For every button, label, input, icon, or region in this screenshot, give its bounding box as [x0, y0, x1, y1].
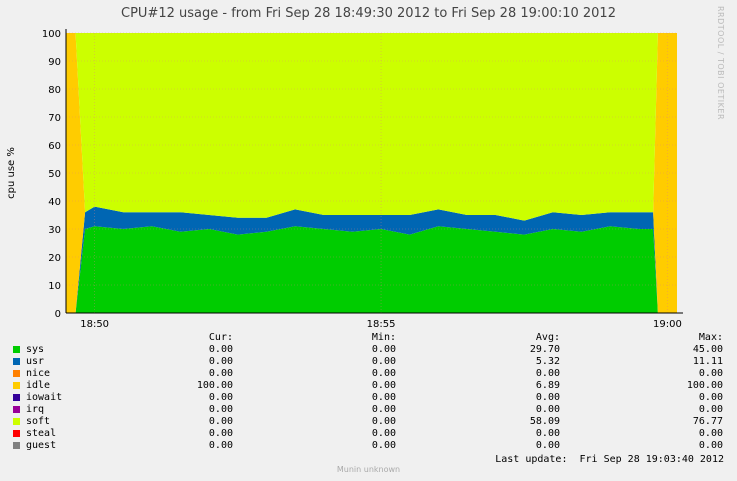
area-sys	[66, 226, 677, 313]
legend-min-usr: 0.00	[371, 356, 396, 367]
legend-min-idle: 0.00	[371, 380, 396, 391]
legend-swatch-idle	[13, 382, 20, 389]
legend-cur-guest: 0.00	[208, 440, 233, 451]
y-tick-label-40: 40	[48, 197, 61, 208]
legend-row-steal: steal 0.00 0.00 0.00 0.00	[0, 428, 737, 440]
legend-avg-soft: 58.09	[529, 416, 560, 427]
legend-label-iowait: iowait	[26, 392, 63, 403]
legend-label-guest: guest	[26, 440, 57, 451]
rrdtool-watermark: RRDTOOL / TOBI OETIKER	[716, 6, 725, 121]
legend-row-nice: nice 0.00 0.00 0.00 0.00	[0, 368, 737, 380]
legend-max-sys: 45.00	[692, 344, 723, 355]
x-tick-label-19:00: 19:00	[653, 319, 682, 330]
y-tick-label-0: 0	[55, 309, 61, 320]
legend-min-irq: 0.00	[371, 404, 396, 415]
y-tick-label-10: 10	[48, 281, 61, 292]
legend-row-iowait: iowait 0.00 0.00 0.00 0.00	[0, 392, 737, 404]
legend-cur-usr: 0.00	[208, 356, 233, 367]
legend-header-max: Max:	[698, 332, 723, 343]
legend-min-iowait: 0.00	[371, 392, 396, 403]
legend-avg-nice: 0.00	[535, 368, 560, 379]
legend-cur-nice: 0.00	[208, 368, 233, 379]
legend-avg-irq: 0.00	[535, 404, 560, 415]
legend-header-min: Min:	[371, 332, 396, 343]
last-update: Last update: Fri Sep 28 19:03:40 2012	[495, 454, 724, 465]
legend-max-iowait: 0.00	[698, 392, 723, 403]
legend-avg-steal: 0.00	[535, 428, 560, 439]
legend-header-cur: Cur:	[208, 332, 233, 343]
legend-row-guest: guest 0.00 0.00 0.00 0.00	[0, 440, 737, 452]
y-tick-label-70: 70	[48, 113, 61, 124]
legend-max-guest: 0.00	[698, 440, 723, 451]
x-tick-label-18:55: 18:55	[367, 319, 396, 330]
y-tick-label-80: 80	[48, 85, 61, 96]
legend-max-irq: 0.00	[698, 404, 723, 415]
legend-max-idle: 100.00	[686, 380, 723, 391]
y-tick-label-30: 30	[48, 225, 61, 236]
chart-title: CPU#12 usage - from Fri Sep 28 18:49:30 …	[121, 6, 616, 21]
y-tick-label-100: 100	[42, 29, 61, 40]
legend-label-nice: nice	[26, 368, 51, 379]
legend-label-irq: irq	[26, 404, 45, 415]
legend-swatch-soft	[13, 418, 20, 425]
legend-avg-sys: 29.70	[529, 344, 560, 355]
legend-cur-soft: 0.00	[208, 416, 233, 427]
x-tick-label-18:50: 18:50	[80, 319, 109, 330]
y-axis-label: cpu use %	[6, 147, 17, 199]
y-tick-label-90: 90	[48, 57, 61, 68]
legend-cur-irq: 0.00	[208, 404, 233, 415]
legend-min-nice: 0.00	[371, 368, 396, 379]
legend-avg-idle: 6.89	[535, 380, 560, 391]
legend-label-usr: usr	[26, 356, 45, 367]
legend-label-sys: sys	[26, 344, 45, 355]
legend-row-irq: irq 0.00 0.00 0.00 0.00	[0, 404, 737, 416]
legend-max-usr: 11.11	[692, 356, 723, 367]
legend-avg-usr: 5.32	[535, 356, 560, 367]
legend-swatch-iowait	[13, 394, 20, 401]
legend-header-row: Cur: Min: Avg: Max:	[0, 332, 737, 344]
y-tick-label-20: 20	[48, 253, 61, 264]
legend-row-soft: soft 0.00 0.00 58.09 76.77	[0, 416, 737, 428]
legend-max-nice: 0.00	[698, 368, 723, 379]
area-soft	[66, 33, 677, 221]
legend-swatch-nice	[13, 370, 20, 377]
legend-max-soft: 76.77	[692, 416, 723, 427]
legend-avg-iowait: 0.00	[535, 392, 560, 403]
chart-plot: 0 10 20 30 40 50 60 70 80 90 100 18:50 18:55 19:00 cpu…	[6, 29, 683, 330]
legend-swatch-usr	[13, 358, 20, 365]
legend-header-avg: Avg:	[535, 332, 560, 343]
legend-swatch-steal	[13, 430, 20, 437]
legend-max-steal: 0.00	[698, 428, 723, 439]
legend-label-steal: steal	[26, 428, 57, 439]
legend-row-idle: idle 100.00 0.00 6.89 100.00	[0, 380, 737, 392]
legend-min-guest: 0.00	[371, 440, 396, 451]
area-usr	[66, 206, 677, 313]
legend-cur-iowait: 0.00	[208, 392, 233, 403]
legend-swatch-sys	[13, 346, 20, 353]
legend-avg-guest: 0.00	[535, 440, 560, 451]
munin-footer: Munin unknown	[336, 465, 401, 474]
legend-cur-idle: 100.00	[196, 380, 233, 391]
legend-min-soft: 0.00	[371, 416, 396, 427]
legend-min-steal: 0.00	[371, 428, 396, 439]
legend-cur-sys: 0.00	[208, 344, 233, 355]
legend-min-sys: 0.00	[371, 344, 396, 355]
legend-label-soft: soft	[26, 416, 51, 427]
legend-row-sys: sys 0.00 0.00 29.70 45.00	[0, 344, 737, 356]
legend-label-idle: idle	[26, 380, 51, 391]
y-tick-label-60: 60	[48, 141, 61, 152]
legend-swatch-irq	[13, 406, 20, 413]
legend-swatch-guest	[13, 442, 20, 449]
legend-row-usr: usr 0.00 0.00 5.32 11.11	[0, 356, 737, 368]
y-tick-label-50: 50	[48, 169, 61, 180]
legend-cur-steal: 0.00	[208, 428, 233, 439]
